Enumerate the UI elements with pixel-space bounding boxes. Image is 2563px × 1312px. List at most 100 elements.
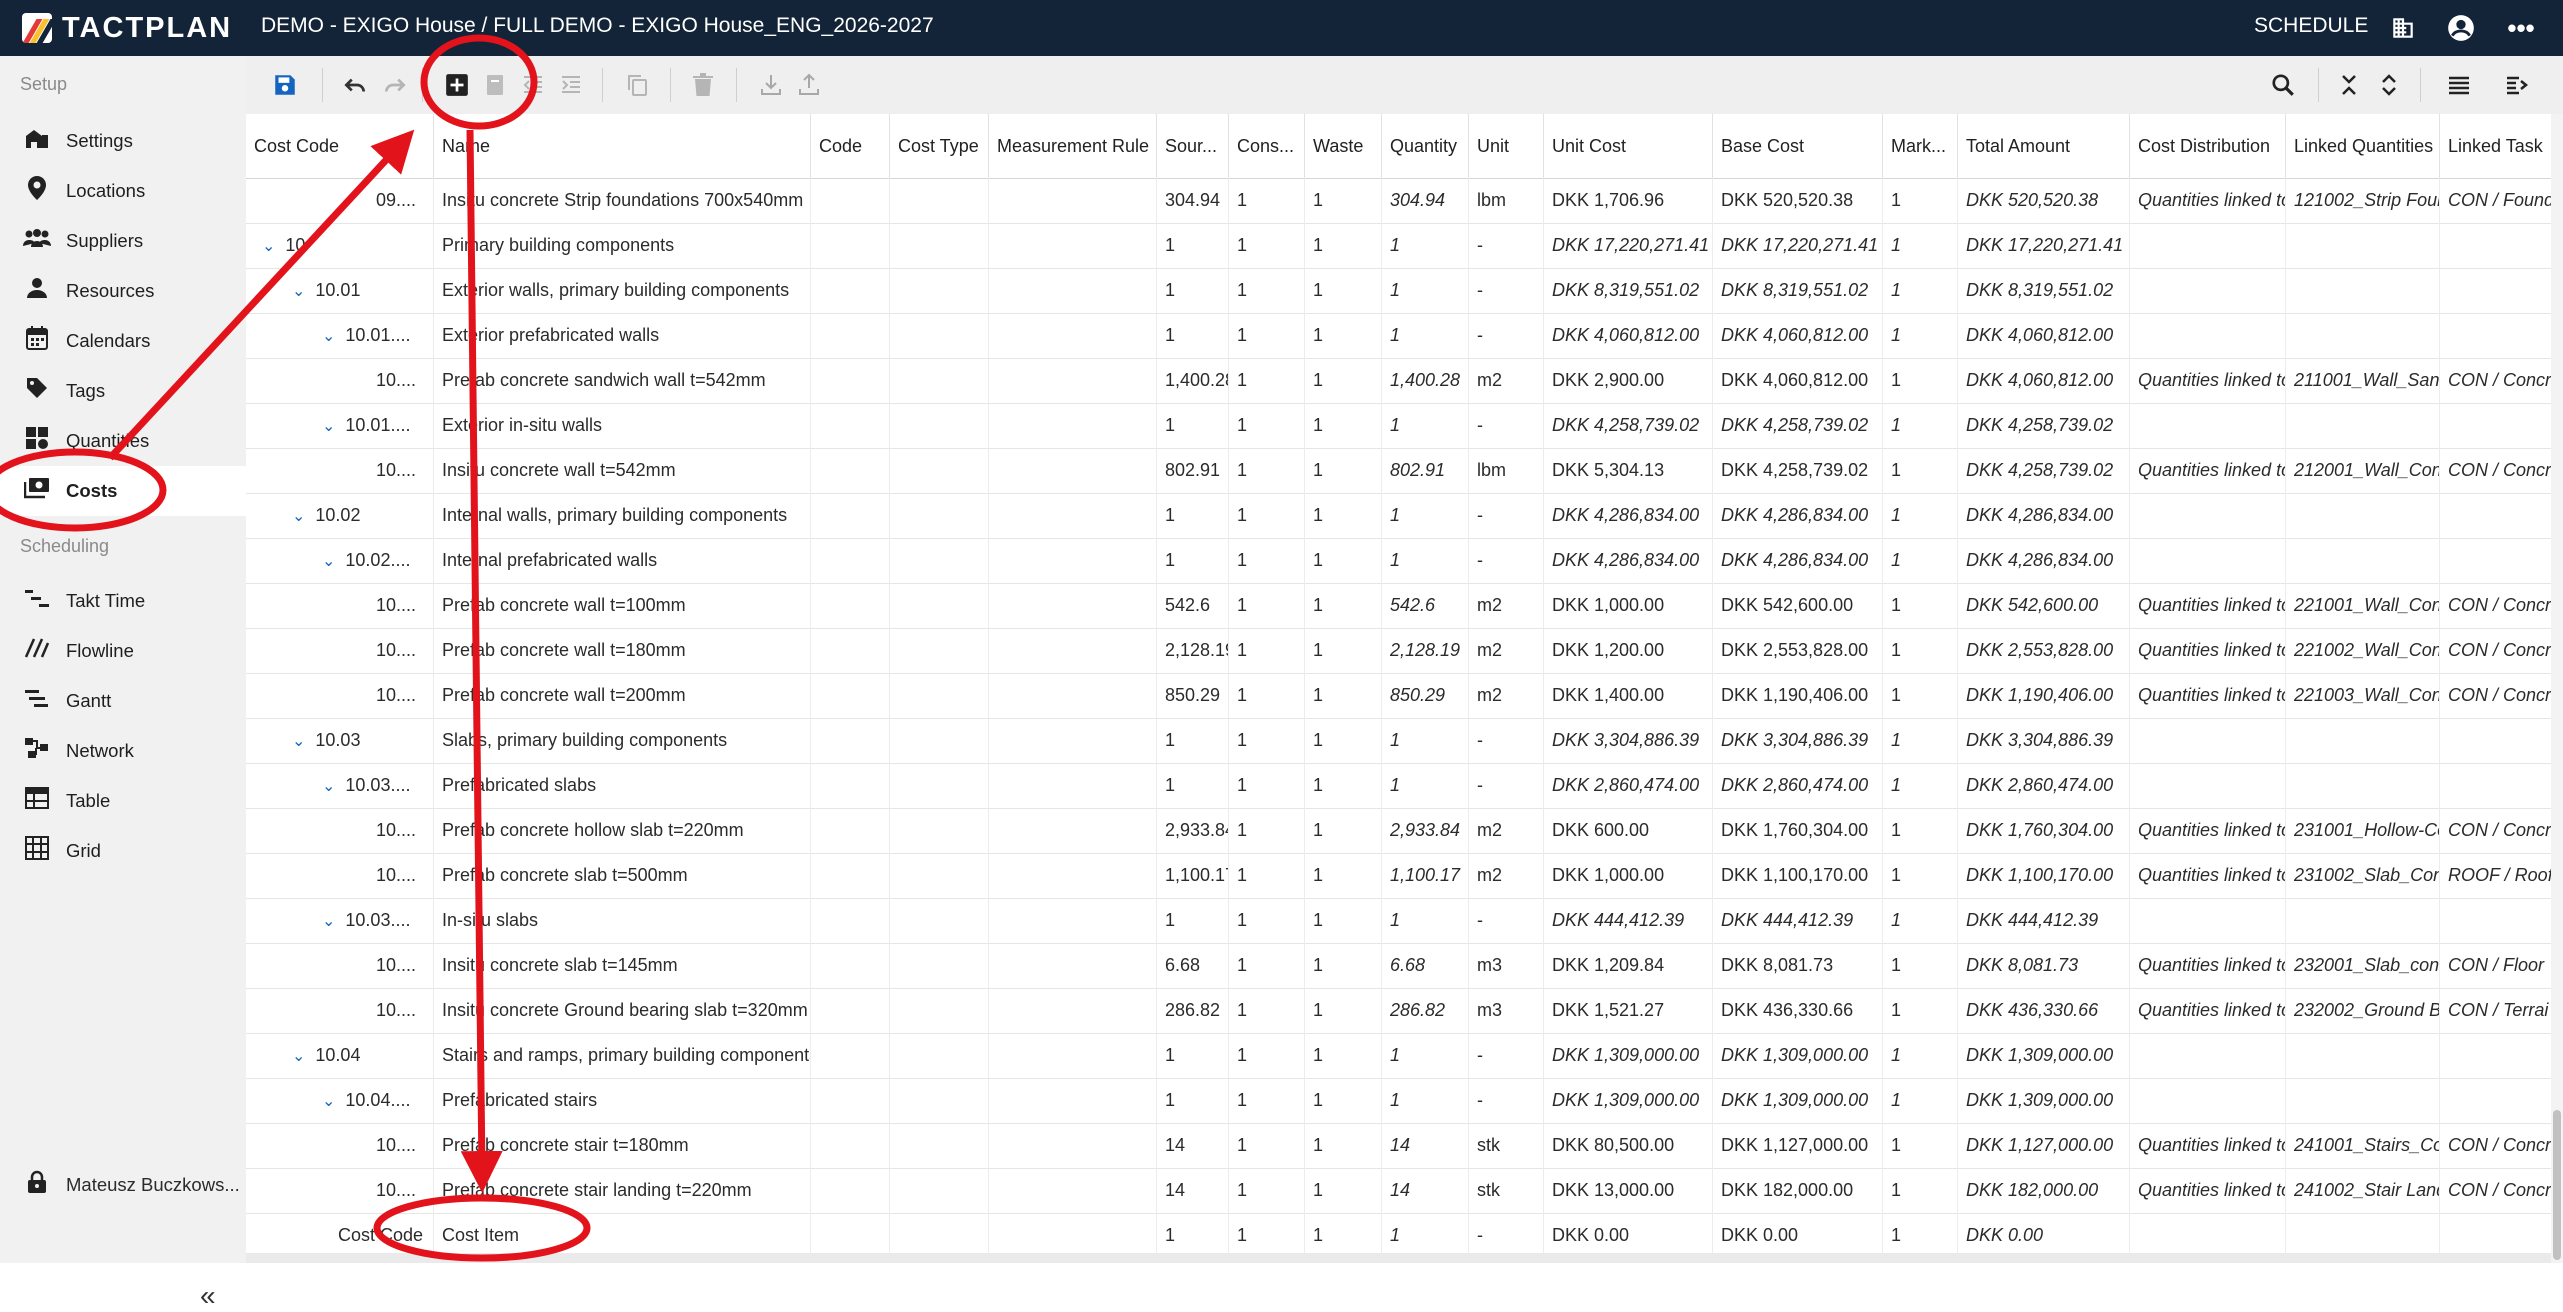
- cell-linked-quantities[interactable]: 212001_Wall_Conc: [2286, 448, 2440, 493]
- table-row[interactable]: 10.... Prefab concrete sandwich wall t=54…: [246, 358, 2563, 404]
- cell-measurement-rule[interactable]: [989, 763, 1157, 808]
- header-col-quantity[interactable]: Quantity: [1382, 114, 1469, 178]
- cell-linked-quantities[interactable]: 232002_Ground Be: [2286, 988, 2440, 1033]
- cell-cost-code[interactable]: ⌄ 10.03....: [246, 763, 434, 808]
- table-row[interactable]: 10.... Insitu concrete wall t=542mm 802.91…: [246, 448, 2563, 494]
- cell-source[interactable]: 14: [1157, 1123, 1229, 1168]
- cell-source[interactable]: 1: [1157, 1078, 1229, 1123]
- copy-icon[interactable]: [620, 68, 654, 102]
- cell-cost-code[interactable]: ⌄ 10.03: [246, 718, 434, 763]
- cell-cost-code[interactable]: 10....: [246, 1168, 434, 1213]
- cell-quantity[interactable]: 14: [1382, 1123, 1469, 1168]
- cell-source[interactable]: 1: [1157, 898, 1229, 943]
- cell-linked-quantities[interactable]: [2286, 898, 2440, 943]
- cell-linked-task[interactable]: [2440, 403, 2563, 448]
- cell-linked-quantities[interactable]: [2286, 1213, 2440, 1258]
- cell-waste[interactable]: 1: [1305, 1078, 1382, 1123]
- cell-waste[interactable]: 1: [1305, 313, 1382, 358]
- cell-cost-type[interactable]: [890, 493, 989, 538]
- cell-quantity[interactable]: 1: [1382, 1078, 1469, 1123]
- cell-markup[interactable]: 1: [1883, 943, 1958, 988]
- cell-quantity[interactable]: 1: [1382, 538, 1469, 583]
- cell-cost-code[interactable]: ⌄ 10: [246, 223, 434, 268]
- cell-cost-type[interactable]: [890, 943, 989, 988]
- cell-measurement-rule[interactable]: [989, 1123, 1157, 1168]
- cell-cost-type[interactable]: [890, 1123, 989, 1168]
- cell-code[interactable]: [811, 628, 890, 673]
- cell-name[interactable]: Slabs, primary building components: [434, 718, 811, 763]
- chevron-down-icon[interactable]: ⌄: [322, 1093, 336, 1110]
- chevron-down-icon[interactable]: ⌄: [292, 508, 306, 525]
- cell-source[interactable]: 542.6: [1157, 583, 1229, 628]
- sidebar-item-tags[interactable]: Tags: [0, 366, 246, 416]
- cell-cost-code[interactable]: 10....: [246, 583, 434, 628]
- cell-quantity[interactable]: 1: [1382, 493, 1469, 538]
- cell-base-cost[interactable]: DKK 4,258,739.02: [1713, 403, 1883, 448]
- cell-linked-quantities[interactable]: 231002_Slab_Conc: [2286, 853, 2440, 898]
- cell-cost-code[interactable]: ⌄ 10.04....: [246, 1078, 434, 1123]
- cell-code[interactable]: [811, 1213, 890, 1258]
- cell-source[interactable]: 1: [1157, 403, 1229, 448]
- cell-consumption[interactable]: 1: [1229, 718, 1305, 763]
- add-child-icon[interactable]: [478, 68, 512, 102]
- cell-unit[interactable]: lbm: [1469, 448, 1544, 493]
- cell-total-amount[interactable]: DKK 4,258,739.02: [1958, 403, 2130, 448]
- cell-unit-cost[interactable]: DKK 0.00: [1544, 1213, 1713, 1258]
- cell-code[interactable]: [811, 718, 890, 763]
- cell-consumption[interactable]: 1: [1229, 1078, 1305, 1123]
- cell-markup[interactable]: 1: [1883, 178, 1958, 223]
- sidebar-item-network[interactable]: Network: [0, 726, 246, 776]
- cell-cost-distribution[interactable]: Quantities linked to: [2130, 1123, 2286, 1168]
- redo-icon[interactable]: [378, 68, 412, 102]
- cell-cost-distribution[interactable]: Quantities linked to: [2130, 808, 2286, 853]
- cell-cost-type[interactable]: [890, 583, 989, 628]
- cell-cost-distribution[interactable]: Quantities linked to: [2130, 853, 2286, 898]
- cell-consumption[interactable]: 1: [1229, 538, 1305, 583]
- cell-name[interactable]: Prefab concrete wall t=180mm: [434, 628, 811, 673]
- cell-measurement-rule[interactable]: [989, 268, 1157, 313]
- cell-code[interactable]: [811, 988, 890, 1033]
- cell-unit[interactable]: -: [1469, 313, 1544, 358]
- table-row[interactable]: 10.... Insitu concrete Ground bearing sla…: [246, 988, 2563, 1034]
- table-row[interactable]: ⌄ 10.03.... Prefabricated slabs 1 1 1 1- DKK 2,…: [246, 763, 2563, 809]
- cell-total-amount[interactable]: DKK 1,100,170.00: [1958, 853, 2130, 898]
- cell-quantity[interactable]: 850.29: [1382, 673, 1469, 718]
- cell-cost-distribution[interactable]: Quantities linked to: [2130, 178, 2286, 223]
- cell-source[interactable]: 304.94: [1157, 178, 1229, 223]
- table-row[interactable]: 10.... Prefab concrete slab t=500mm 1,100.…: [246, 853, 2563, 899]
- cell-measurement-rule[interactable]: [989, 493, 1157, 538]
- sidebar-item-flowline[interactable]: Flowline: [0, 626, 246, 676]
- cell-unit[interactable]: -: [1469, 898, 1544, 943]
- cell-consumption[interactable]: 1: [1229, 178, 1305, 223]
- cell-unit-cost[interactable]: DKK 5,304.13: [1544, 448, 1713, 493]
- cell-markup[interactable]: 1: [1883, 898, 1958, 943]
- cell-unit[interactable]: m2: [1469, 583, 1544, 628]
- cell-consumption[interactable]: 1: [1229, 943, 1305, 988]
- cell-source[interactable]: 14: [1157, 1168, 1229, 1213]
- cell-quantity[interactable]: 1: [1382, 223, 1469, 268]
- cell-cost-type[interactable]: [890, 448, 989, 493]
- cell-quantity[interactable]: 286.82: [1382, 988, 1469, 1033]
- cell-measurement-rule[interactable]: [989, 988, 1157, 1033]
- cell-unit-cost[interactable]: DKK 600.00: [1544, 808, 1713, 853]
- cell-base-cost[interactable]: DKK 4,060,812.00: [1713, 358, 1883, 403]
- cell-unit[interactable]: -: [1469, 403, 1544, 448]
- chevron-down-icon[interactable]: ⌄: [322, 778, 336, 795]
- undo-icon[interactable]: [338, 68, 372, 102]
- cell-cost-code[interactable]: 10....: [246, 943, 434, 988]
- cell-cost-distribution[interactable]: [2130, 223, 2286, 268]
- cell-linked-task[interactable]: CON / Concr: [2440, 583, 2563, 628]
- cell-cost-distribution[interactable]: Quantities linked to: [2130, 988, 2286, 1033]
- cell-cost-type[interactable]: [890, 223, 989, 268]
- cell-base-cost[interactable]: DKK 1,309,000.00: [1713, 1078, 1883, 1123]
- cell-name[interactable]: Exterior in-situ walls: [434, 403, 811, 448]
- cell-linked-task[interactable]: [2440, 1033, 2563, 1078]
- cell-waste[interactable]: 1: [1305, 1213, 1382, 1258]
- cell-total-amount[interactable]: DKK 17,220,271.41: [1958, 223, 2130, 268]
- cell-consumption[interactable]: 1: [1229, 493, 1305, 538]
- cell-code[interactable]: [811, 223, 890, 268]
- cell-unit-cost[interactable]: DKK 4,286,834.00: [1544, 493, 1713, 538]
- cell-unit-cost[interactable]: DKK 2,860,474.00: [1544, 763, 1713, 808]
- cell-cost-code[interactable]: 10....: [246, 808, 434, 853]
- cell-markup[interactable]: 1: [1883, 763, 1958, 808]
